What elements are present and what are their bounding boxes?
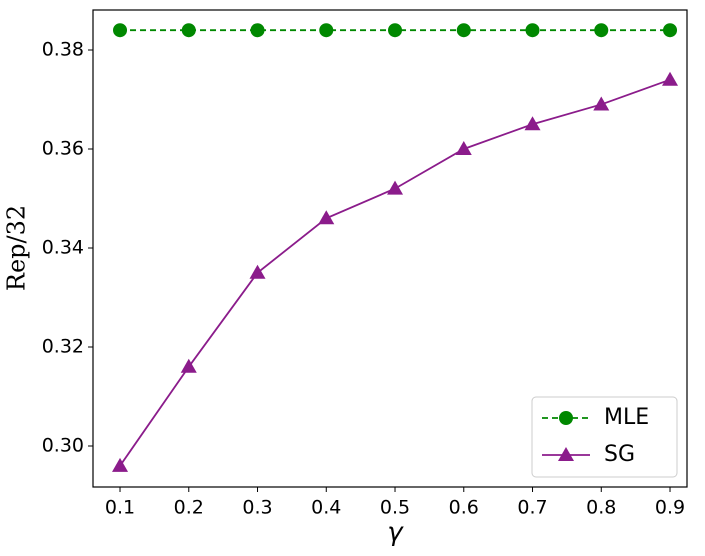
legend-label: MLE: [604, 405, 649, 430]
marker: [456, 23, 471, 38]
x-tick-label: 0.5: [380, 497, 410, 519]
x-tick-label: 0.6: [449, 497, 479, 519]
y-tick-label: 0.34: [42, 237, 84, 259]
y-axis-label: Rep/32: [3, 205, 31, 291]
marker: [455, 141, 472, 156]
marker: [387, 180, 404, 195]
marker: [112, 457, 129, 472]
marker: [525, 23, 540, 38]
marker: [249, 264, 266, 279]
marker: [388, 23, 403, 38]
marker: [113, 23, 128, 38]
x-tick-label: 0.7: [517, 497, 547, 519]
y-tick-label: 0.30: [42, 435, 84, 457]
x-axis-label: γ: [387, 518, 404, 548]
x-tick-label: 0.8: [586, 497, 616, 519]
x-tick-label: 0.9: [655, 497, 685, 519]
y-tick-label: 0.38: [42, 38, 84, 60]
x-tick-label: 0.2: [174, 497, 204, 519]
x-tick-label: 0.3: [242, 497, 272, 519]
y-tick-label: 0.32: [42, 336, 84, 358]
marker: [319, 23, 334, 38]
marker: [181, 23, 196, 38]
legend-label: SG: [604, 442, 635, 467]
x-tick-label: 0.4: [311, 497, 341, 519]
marker: [318, 210, 335, 225]
legend-marker: [558, 447, 574, 461]
marker: [593, 96, 610, 111]
marker: [524, 116, 541, 131]
legend-marker: [559, 411, 573, 425]
marker: [594, 23, 609, 38]
marker: [663, 23, 678, 38]
y-tick-label: 0.36: [42, 138, 84, 160]
marker: [250, 23, 265, 38]
marker: [180, 358, 197, 373]
marker: [662, 71, 679, 86]
x-tick-label: 0.1: [105, 497, 135, 519]
